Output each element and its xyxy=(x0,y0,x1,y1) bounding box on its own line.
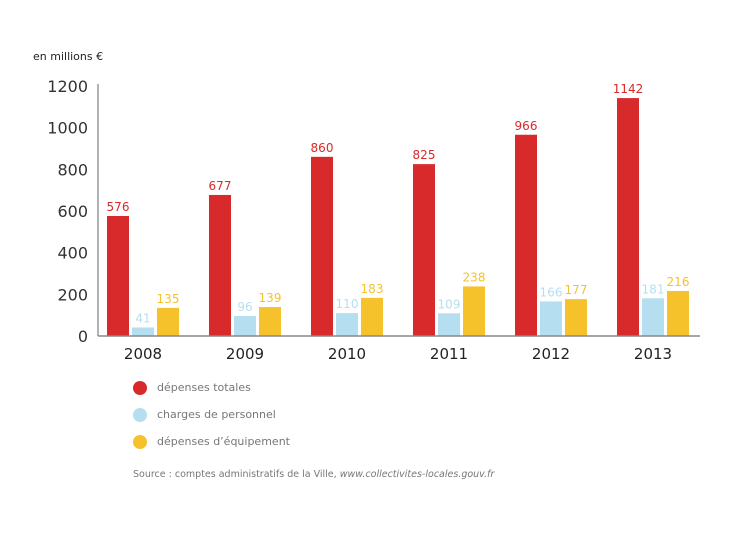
bar-charges-personnel xyxy=(642,298,664,336)
data-label: 238 xyxy=(463,270,486,284)
x-tick-label: 2008 xyxy=(124,345,162,363)
data-label: 139 xyxy=(259,291,282,305)
data-label: 216 xyxy=(667,275,690,289)
y-axis-unit-label: en millions € xyxy=(33,50,104,63)
bar-depenses-equipement xyxy=(565,299,587,336)
legend-item-depenses-equipement: dépenses d’équipement xyxy=(133,428,290,455)
bar-depenses-equipement xyxy=(259,307,281,336)
bar-charges-personnel xyxy=(234,316,256,336)
data-label: 860 xyxy=(311,141,334,155)
bar-depenses-equipement xyxy=(463,286,485,336)
data-label: 576 xyxy=(107,200,130,214)
data-label: 109 xyxy=(438,297,461,311)
bar-depenses-totales xyxy=(617,98,639,336)
data-label: 135 xyxy=(157,292,180,306)
bar-charges-personnel xyxy=(540,301,562,336)
legend-item-charges-personnel: charges de personnel xyxy=(133,401,290,428)
legend: dépenses totales charges de personnel dé… xyxy=(133,374,290,455)
x-tick-label: 2010 xyxy=(328,345,366,363)
y-tick-label: 200 xyxy=(57,285,88,304)
bar-depenses-totales xyxy=(311,156,333,336)
data-label: 1142 xyxy=(613,82,644,96)
bar-charges-personnel xyxy=(438,313,460,336)
x-tick-label: 2013 xyxy=(634,345,672,363)
x-tick-label: 2009 xyxy=(226,345,264,363)
bar-depenses-totales xyxy=(107,216,129,336)
bar-depenses-equipement xyxy=(667,291,689,336)
bar-charges-personnel xyxy=(336,313,358,336)
source-link: www.collectivites-locales.gouv.fr xyxy=(339,469,495,480)
y-tick-label: 600 xyxy=(57,202,88,221)
data-label: 41 xyxy=(135,311,150,325)
data-label: 677 xyxy=(209,179,232,193)
bar-depenses-equipement xyxy=(157,307,179,336)
source-text: Source : comptes administratifs de la Vi… xyxy=(133,469,340,480)
x-tick-label: 2012 xyxy=(532,345,570,363)
data-label: 96 xyxy=(237,300,252,314)
bar-depenses-totales xyxy=(515,134,537,336)
x-tick-label: 2011 xyxy=(430,345,468,363)
data-label: 166 xyxy=(540,285,563,299)
source-note: Source : comptes administratifs de la Vi… xyxy=(133,469,494,480)
bar-depenses-equipement xyxy=(361,297,383,336)
y-tick-label: 1000 xyxy=(47,119,88,138)
legend-label: charges de personnel xyxy=(157,408,276,421)
data-label: 183 xyxy=(361,282,384,296)
data-label: 177 xyxy=(565,283,588,297)
data-label: 181 xyxy=(642,282,665,296)
data-label: 966 xyxy=(515,119,538,133)
legend-label: dépenses d’équipement xyxy=(157,435,290,448)
y-tick-label: 1200 xyxy=(47,77,88,96)
y-tick-label: 0 xyxy=(78,327,88,346)
legend-label: dépenses totales xyxy=(157,381,251,394)
y-tick-label: 400 xyxy=(57,244,88,263)
data-label: 110 xyxy=(336,297,359,311)
bar-depenses-totales xyxy=(209,194,231,336)
legend-item-depenses-totales: dépenses totales xyxy=(133,374,290,401)
bar-charges-personnel xyxy=(132,327,154,336)
y-tick-label: 800 xyxy=(57,160,88,179)
bar-depenses-totales xyxy=(413,164,435,336)
legend-dot-icon xyxy=(133,407,147,422)
legend-dot-icon xyxy=(133,434,147,449)
data-label: 825 xyxy=(413,148,436,162)
legend-dot-icon xyxy=(133,380,147,395)
